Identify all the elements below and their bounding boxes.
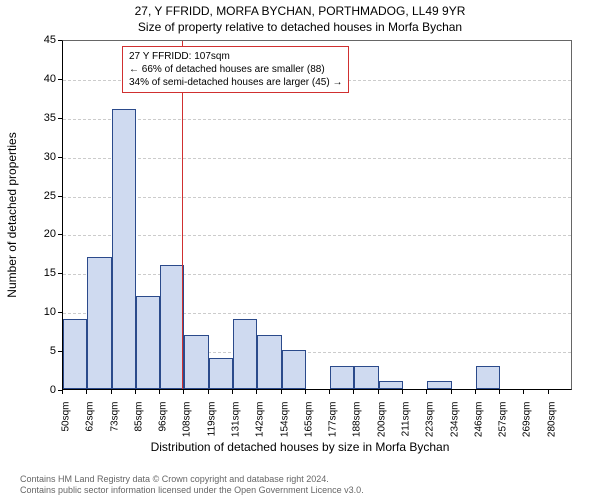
x-tick-label: 200sqm: [376, 402, 387, 452]
gridline: [63, 235, 571, 236]
histogram-bar: [354, 366, 378, 389]
x-tick-label: 131sqm: [231, 402, 242, 452]
histogram-bar: [184, 335, 208, 389]
x-tick-label: 154sqm: [279, 402, 290, 452]
y-tick-label: 45: [26, 34, 56, 46]
x-tick-label: 257sqm: [498, 402, 509, 452]
footer-attribution: Contains HM Land Registry data © Crown c…: [20, 474, 364, 497]
chart-title-address: 27, Y FFRIDD, MORFA BYCHAN, PORTHMADOG, …: [0, 4, 600, 18]
x-tick-mark: [232, 390, 233, 394]
y-tick-label: 10: [26, 306, 56, 318]
histogram-bar: [427, 381, 451, 389]
y-tick-mark: [58, 157, 62, 158]
x-tick-label: 73sqm: [109, 402, 120, 452]
x-tick-mark: [62, 390, 63, 394]
x-tick-mark: [86, 390, 87, 394]
histogram-bar: [330, 366, 354, 389]
property-marker-line: [182, 41, 183, 389]
y-tick-label: 25: [26, 190, 56, 202]
gridline: [63, 158, 571, 159]
x-tick-mark: [111, 390, 112, 394]
y-tick-label: 30: [26, 151, 56, 163]
y-tick-mark: [58, 118, 62, 119]
x-tick-mark: [329, 390, 330, 394]
x-tick-mark: [499, 390, 500, 394]
x-tick-mark: [378, 390, 379, 394]
x-tick-mark: [426, 390, 427, 394]
y-tick-mark: [58, 196, 62, 197]
x-tick-mark: [402, 390, 403, 394]
x-tick-label: 96sqm: [158, 402, 169, 452]
x-tick-label: 108sqm: [182, 402, 193, 452]
histogram-bar: [112, 109, 136, 389]
x-tick-label: 142sqm: [255, 402, 266, 452]
x-tick-mark: [475, 390, 476, 394]
annotation-line2: ← 66% of detached houses are smaller (88…: [129, 63, 342, 76]
gridline: [63, 197, 571, 198]
histogram-bar: [136, 296, 160, 389]
y-tick-mark: [58, 273, 62, 274]
x-tick-label: 188sqm: [352, 402, 363, 452]
y-axis-label: Number of detached properties: [5, 132, 19, 297]
x-tick-mark: [305, 390, 306, 394]
y-tick-label: 20: [26, 228, 56, 240]
annotation-box: 27 Y FFRIDD: 107sqm ← 66% of detached ho…: [122, 46, 349, 93]
histogram-bar: [379, 381, 403, 389]
y-tick-mark: [58, 312, 62, 313]
x-tick-label: 62sqm: [85, 402, 96, 452]
y-tick-label: 15: [26, 267, 56, 279]
x-tick-label: 246sqm: [473, 402, 484, 452]
x-tick-label: 269sqm: [522, 402, 533, 452]
x-tick-label: 211sqm: [401, 402, 412, 452]
x-tick-mark: [548, 390, 549, 394]
histogram-bar: [87, 257, 111, 389]
y-tick-label: 5: [26, 345, 56, 357]
x-tick-mark: [451, 390, 452, 394]
x-tick-mark: [135, 390, 136, 394]
histogram-bar: [209, 358, 233, 389]
x-tick-mark: [256, 390, 257, 394]
histogram-bar: [476, 366, 500, 389]
histogram-bar: [257, 335, 281, 389]
x-tick-label: 177sqm: [328, 402, 339, 452]
footer-line2: Contains public sector information licen…: [20, 485, 364, 496]
x-tick-label: 50sqm: [61, 402, 72, 452]
histogram-bar: [63, 319, 87, 389]
y-tick-mark: [58, 79, 62, 80]
x-tick-label: 165sqm: [303, 402, 314, 452]
x-tick-mark: [208, 390, 209, 394]
x-tick-label: 280sqm: [546, 402, 557, 452]
histogram-bar: [233, 319, 257, 389]
gridline: [63, 274, 571, 275]
chart-title-sub: Size of property relative to detached ho…: [0, 20, 600, 34]
x-tick-mark: [183, 390, 184, 394]
footer-line1: Contains HM Land Registry data © Crown c…: [20, 474, 364, 485]
y-tick-label: 0: [26, 384, 56, 396]
annotation-line1: 27 Y FFRIDD: 107sqm: [129, 50, 342, 63]
histogram-bar: [282, 350, 306, 389]
gridline: [63, 119, 571, 120]
x-tick-mark: [523, 390, 524, 394]
y-tick-mark: [58, 40, 62, 41]
y-tick-label: 40: [26, 73, 56, 85]
x-tick-label: 234sqm: [449, 402, 460, 452]
y-tick-mark: [58, 351, 62, 352]
annotation-line3: 34% of semi-detached houses are larger (…: [129, 76, 342, 89]
y-tick-label: 35: [26, 112, 56, 124]
y-tick-mark: [58, 234, 62, 235]
x-tick-mark: [159, 390, 160, 394]
histogram-bar: [160, 265, 184, 389]
x-tick-label: 85sqm: [133, 402, 144, 452]
x-tick-mark: [353, 390, 354, 394]
x-tick-label: 119sqm: [206, 402, 217, 452]
x-tick-label: 223sqm: [425, 402, 436, 452]
x-tick-mark: [281, 390, 282, 394]
